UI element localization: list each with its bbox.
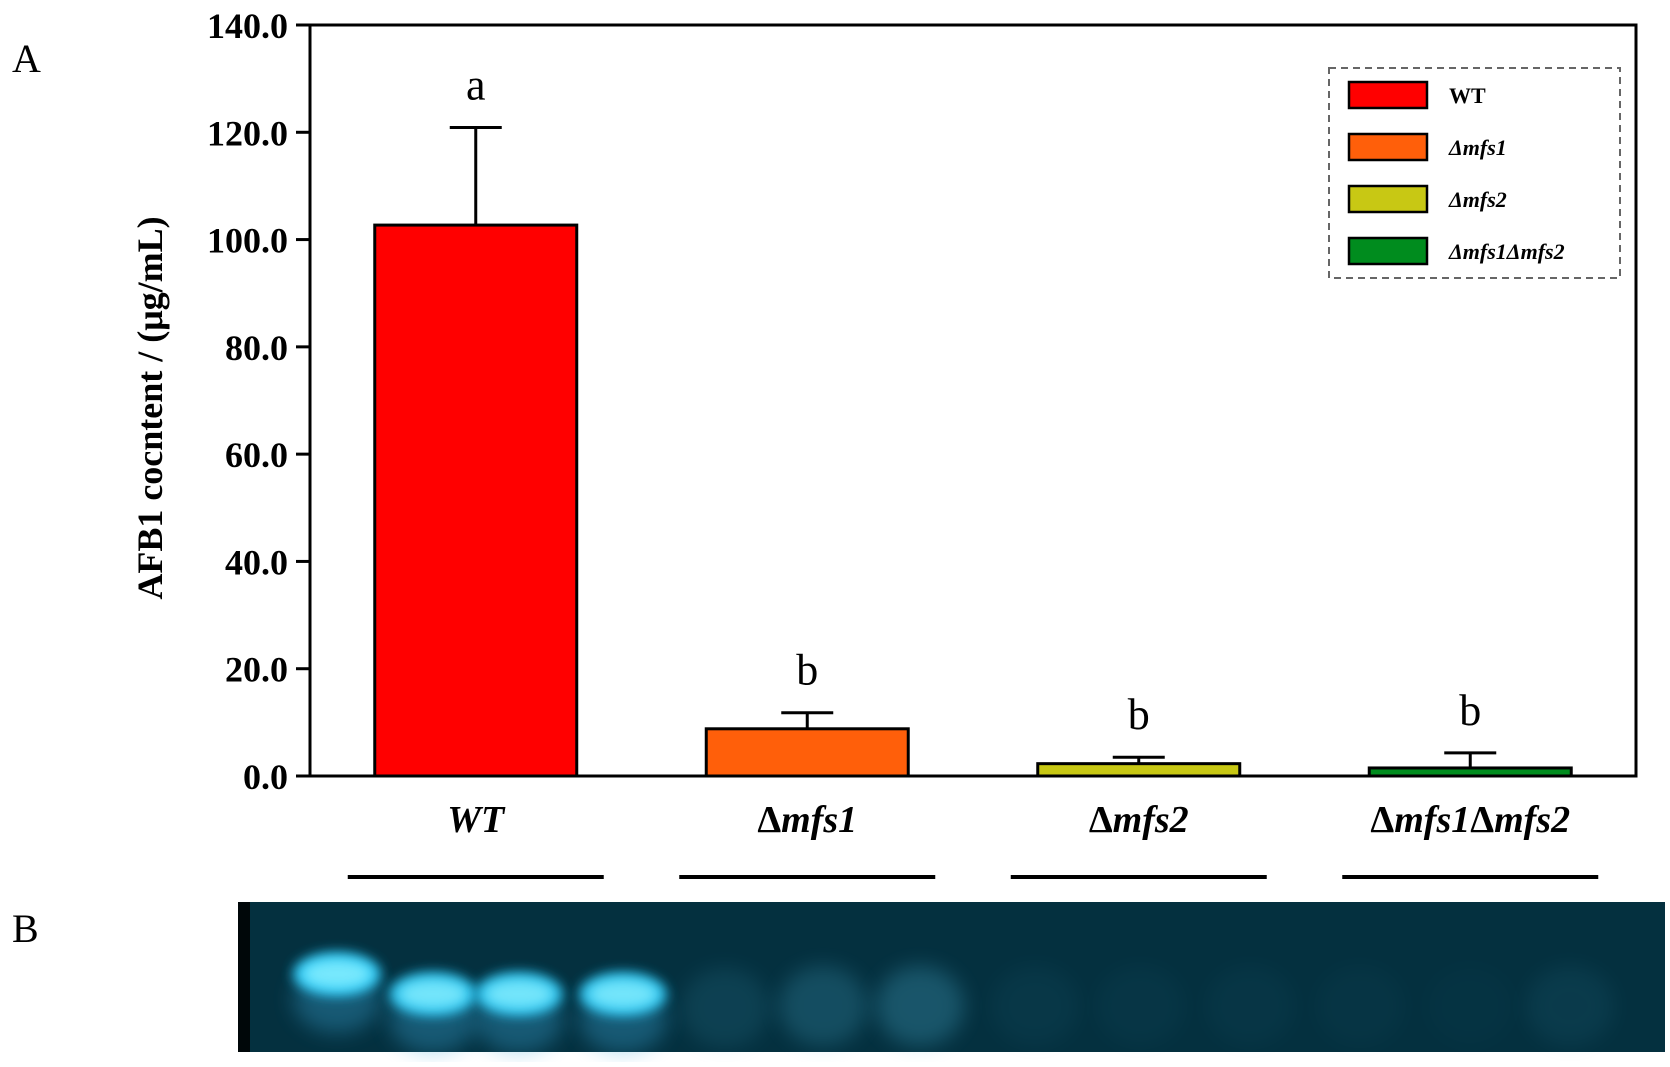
bar — [704, 727, 910, 778]
gel-band-faint — [1426, 966, 1514, 1046]
panel-label-a: A — [12, 36, 41, 81]
significance-letter: a — [466, 60, 486, 109]
gel-band-core — [589, 980, 657, 1008]
legend-swatch — [1347, 132, 1429, 162]
gel-band-faint — [1526, 966, 1614, 1046]
bars — [373, 223, 1573, 778]
x-tick-label: Δmfs1Δmfs2 — [1370, 799, 1570, 841]
error-bars — [449, 125, 1497, 768]
legend-swatch — [1347, 236, 1429, 266]
legend-label: Δmfs1 — [1448, 135, 1507, 160]
legend-label: WT — [1449, 83, 1486, 108]
legend-swatch — [1347, 80, 1429, 110]
y-tick-label: 120.0 — [207, 113, 288, 153]
gel-band-faint — [779, 966, 867, 1046]
gel-band-faint — [876, 966, 964, 1046]
gel-band-faint — [1316, 966, 1404, 1046]
bar — [373, 223, 579, 778]
y-axis-label: AFB1 cocntent / (μg/mL) — [130, 216, 170, 599]
x-tick-label: Δmfs1 — [757, 799, 857, 841]
legend-box — [1328, 67, 1621, 279]
y-tick-label: 0.0 — [243, 757, 288, 797]
plot-frame — [308, 23, 1638, 778]
x-axis-labels: WT Δmfs1 Δmfs2 Δmfs1Δmfs2 — [447, 799, 1570, 841]
gel-band-core — [485, 980, 553, 1008]
bar — [1036, 762, 1242, 778]
gel-band-faint — [991, 966, 1079, 1046]
legend-label: Δmfs1Δmfs2 — [1448, 239, 1565, 264]
y-tick-label: 80.0 — [225, 328, 288, 368]
x-tick-label: WT — [447, 799, 506, 841]
gel-band-faint — [1096, 966, 1184, 1046]
y-axis-ticks: 0.0 20.0 40.0 60.0 80.0 100.0 120.0 140.0 — [207, 6, 310, 797]
y-tick-label: 100.0 — [207, 221, 288, 261]
panel-label-b: B — [12, 906, 39, 951]
legend-label: Δmfs2 — [1448, 187, 1507, 212]
gel-lanes — [293, 952, 1614, 1053]
significance-letter: b — [796, 646, 818, 695]
y-tick-label: 60.0 — [225, 435, 288, 475]
gel-band-faint — [681, 968, 769, 1048]
y-tick-label: 140.0 — [207, 6, 288, 46]
significance-letter: b — [1128, 690, 1150, 739]
gel-band-core — [399, 980, 467, 1008]
x-tick-label: Δmfs2 — [1089, 799, 1189, 841]
y-tick-label: 40.0 — [225, 542, 288, 582]
gel-left-edge — [238, 902, 250, 1052]
gel-band-faint — [1206, 966, 1294, 1046]
y-tick-label: 20.0 — [225, 650, 288, 690]
tlc-gel-image — [238, 902, 1665, 1053]
significance-letter: b — [1459, 686, 1481, 735]
legend-swatch — [1347, 184, 1429, 214]
gel-band-core — [303, 960, 371, 988]
significance-letters: a b b b — [466, 60, 1481, 739]
